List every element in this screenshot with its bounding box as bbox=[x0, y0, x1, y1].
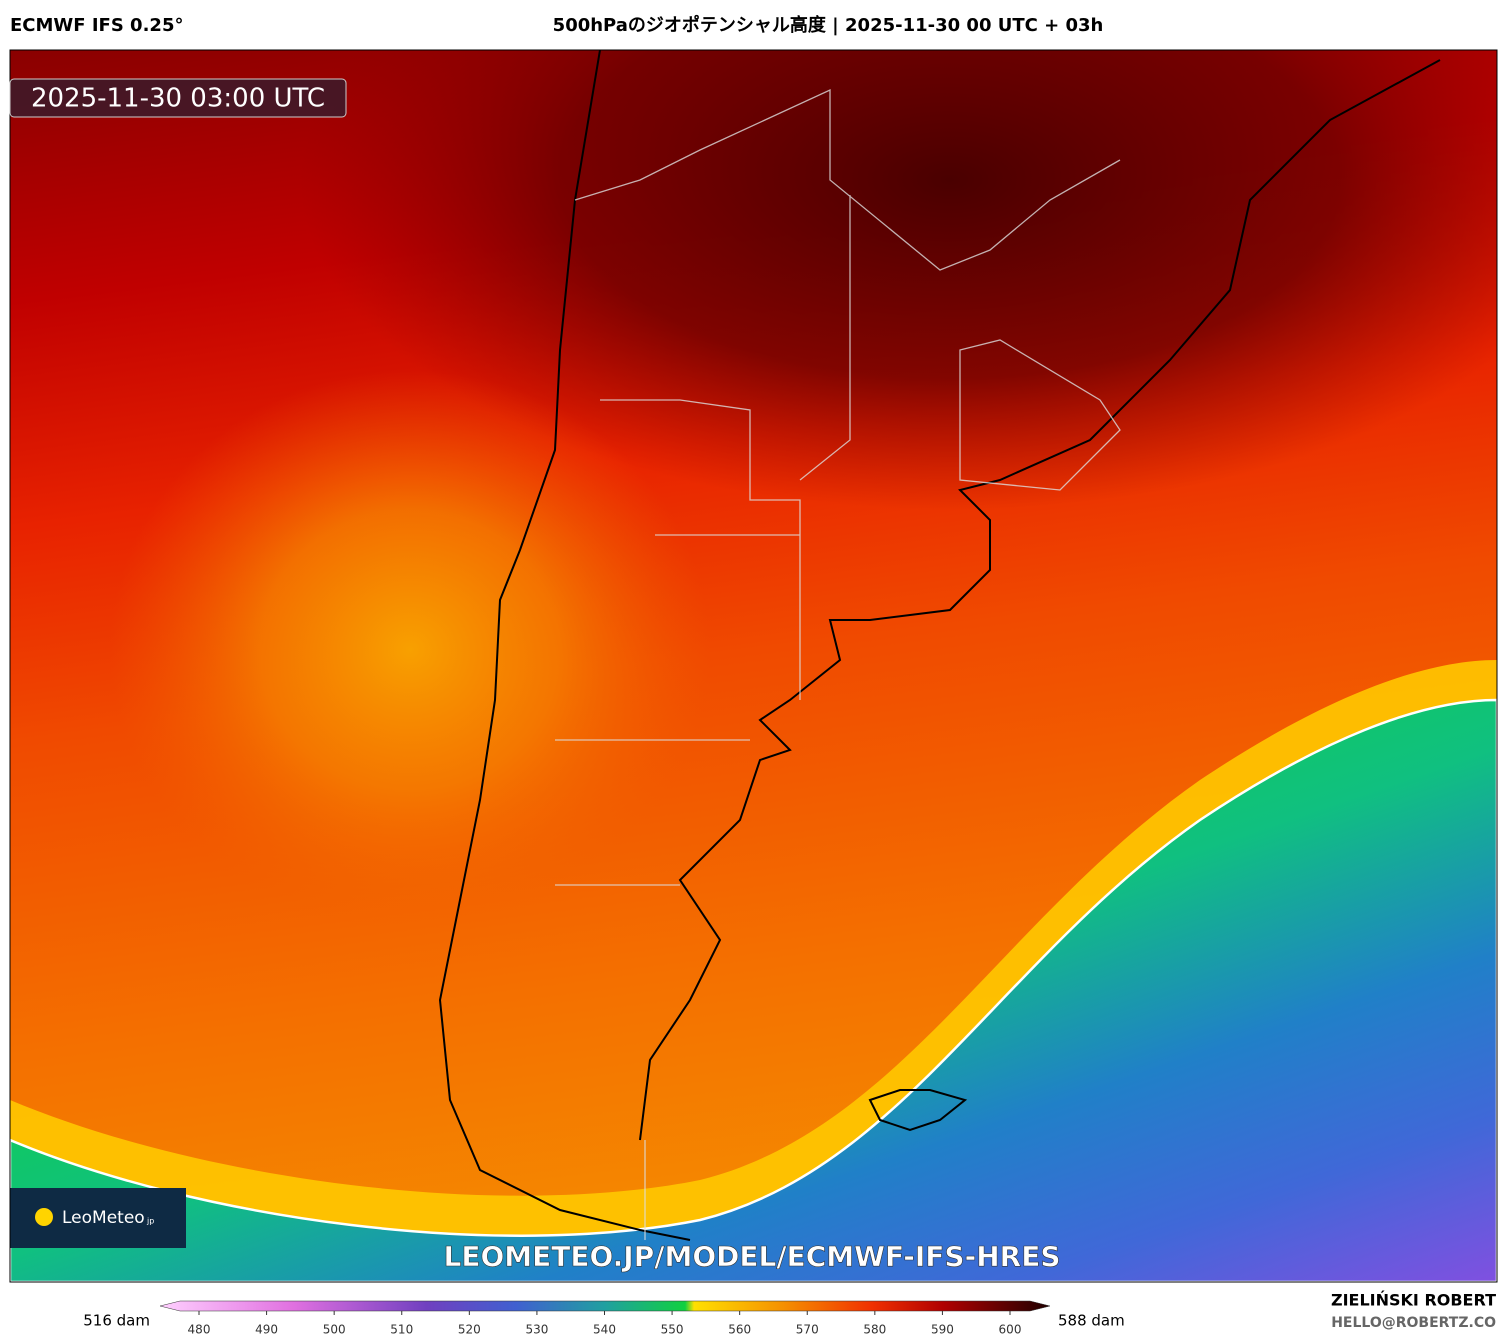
tick-label: 600 bbox=[999, 1323, 1022, 1337]
coastline bbox=[438, 50, 1441, 1241]
tick-label: 480 bbox=[188, 1323, 211, 1337]
tick-label: 520 bbox=[458, 1323, 481, 1337]
map-title: 500hPaのジオポテンシャル高度 | 2025-11-30 00 UTC + … bbox=[553, 14, 1104, 36]
timestamp-box bbox=[9, 78, 347, 118]
borders bbox=[555, 88, 1121, 1240]
colorbar-ticks: 480 490 500 510 520 530 540 550 560 570 580 590 600 bbox=[188, 1311, 1022, 1337]
colorbar-min-label: 516 dam bbox=[83, 1312, 150, 1330]
tick-label: 580 bbox=[863, 1323, 886, 1337]
tick-label: 490 bbox=[255, 1323, 278, 1337]
colorbar bbox=[159, 1300, 1051, 1312]
tick-label: 510 bbox=[390, 1323, 413, 1337]
tick-label: 570 bbox=[796, 1323, 819, 1337]
colorbar-max-label: 588 dam bbox=[1058, 1312, 1125, 1330]
cold-region bbox=[10, 698, 1497, 1282]
logo-sun bbox=[35, 1208, 53, 1226]
model-label: ECMWF IFS 0.25° bbox=[10, 15, 183, 36]
tick-label: 550 bbox=[661, 1323, 684, 1337]
author: ZIELIŃSKI ROBERT bbox=[1331, 1291, 1496, 1310]
logo-text: LeoMeteo bbox=[62, 1208, 145, 1228]
low-center bbox=[110, 370, 710, 930]
watermark: LEOMETEO.JP/MODEL/ECMWF-IFS-HRES bbox=[443, 1240, 1060, 1273]
map-frame bbox=[9, 49, 1498, 1283]
tick-label: 560 bbox=[728, 1323, 751, 1337]
high-center bbox=[300, 50, 1497, 510]
tick-label: 590 bbox=[931, 1323, 954, 1337]
contact: HELLO@ROBERTZ.CO bbox=[1331, 1315, 1496, 1331]
tick-label: 540 bbox=[593, 1323, 616, 1337]
logo-suffix: jp bbox=[146, 1217, 154, 1226]
tick-label: 530 bbox=[525, 1323, 548, 1337]
timestamp: 2025-11-30 03:00 UTC bbox=[31, 84, 325, 114]
tick-label: 500 bbox=[323, 1323, 346, 1337]
map: LeoMeteo jp LEOMETEO.JP/MODEL/ECMWF-IFS-… bbox=[10, 50, 1497, 1282]
